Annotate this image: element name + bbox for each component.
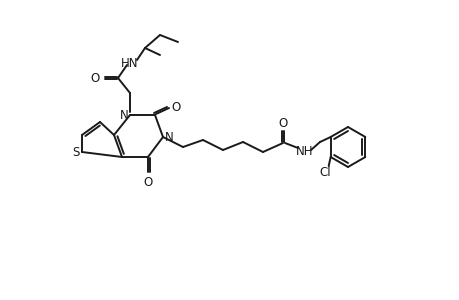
Text: O: O [278, 116, 287, 130]
Text: O: O [90, 71, 100, 85]
Text: NH: NH [296, 145, 313, 158]
Text: HN: HN [121, 56, 139, 70]
Text: N: N [119, 109, 128, 122]
Text: S: S [72, 146, 79, 158]
Text: N: N [164, 130, 173, 143]
Text: O: O [171, 100, 180, 113]
Text: O: O [143, 176, 152, 190]
Text: Cl: Cl [319, 167, 331, 179]
